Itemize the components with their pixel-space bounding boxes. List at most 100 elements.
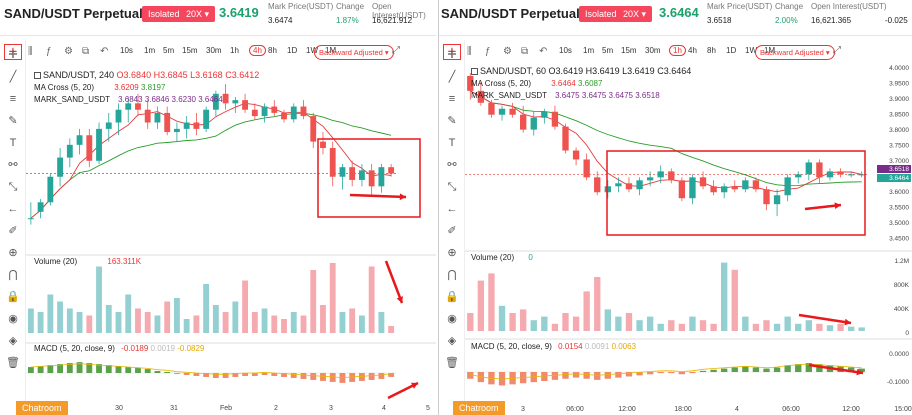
undo-icon[interactable]: ↶ <box>100 46 109 57</box>
candle-body <box>498 108 506 115</box>
expand-icon[interactable]: ⤢ <box>833 45 841 56</box>
right-snapshot-icon[interactable]: ⧉ <box>521 46 529 57</box>
left-tf-5m[interactable]: 5m <box>163 46 175 55</box>
trendline-icon[interactable]: ╱ <box>448 71 456 83</box>
lock-icon[interactable]: 🔒 <box>445 291 459 303</box>
right-volume-legend: Volume (20) 0 <box>471 253 533 262</box>
layers-icon[interactable]: ◈ <box>447 335 457 347</box>
right-tf-1m[interactable]: 1m <box>583 46 595 55</box>
left-tf-1D[interactable]: 1D <box>287 46 298 55</box>
candle-body <box>826 171 834 178</box>
right-indicator-icon[interactable]: ƒ <box>485 46 491 57</box>
left-chart-canvas[interactable]: 293031Feb2345 <box>26 63 436 415</box>
crosshair-icon[interactable]: ✛ <box>443 44 461 60</box>
left-chatroom-button[interactable]: Chatroom <box>16 401 68 415</box>
undo-icon[interactable]: ↶ <box>539 46 548 57</box>
left-margin-mode[interactable]: Isolated <box>142 6 186 22</box>
left-indicator-icon[interactable]: ƒ <box>46 46 52 57</box>
volume-bar <box>242 280 248 333</box>
left-tf-10s[interactable]: 10s <box>120 46 133 55</box>
right-backward-adjusted-button[interactable]: Backward Adjusted ▾ <box>755 45 835 60</box>
candle-body <box>678 180 686 199</box>
right-tf-30m[interactable]: 30m <box>645 46 661 55</box>
brush-icon[interactable]: ✎ <box>8 115 18 127</box>
magnet-icon[interactable]: ⋂ <box>8 269 18 281</box>
magnet-icon[interactable]: ⋂ <box>447 269 457 281</box>
right-chatroom-button[interactable]: Chatroom <box>453 401 505 415</box>
volume-bar <box>657 323 664 331</box>
arrow-left-icon[interactable]: ← <box>446 203 458 215</box>
trash-icon[interactable]: 🗑 <box>445 357 459 369</box>
right-chart-canvas[interactable]: 3 06:00 12:00 18:00 4 06:00 12:00 15:00 4.0000 3.… <box>465 63 912 415</box>
right-legend-checkbox[interactable] <box>471 68 478 76</box>
left-legend-checkbox[interactable] <box>34 72 41 80</box>
eye-icon[interactable]: ◉ <box>447 313 457 325</box>
left-bar-style-icon[interactable]: ⫼ <box>28 46 33 57</box>
right-tf-5m[interactable]: 5m <box>602 46 614 55</box>
left-tf-8h[interactable]: 8h <box>268 46 277 55</box>
macd-signal-line <box>30 363 392 379</box>
right-tf-1W[interactable]: 1W <box>745 46 757 55</box>
volume-bar <box>752 323 760 331</box>
volume-bar <box>125 294 132 333</box>
expand-icon[interactable]: ⤢ <box>392 45 400 56</box>
crosshair-icon[interactable]: ✛ <box>447 49 457 61</box>
left-backward-adjusted-button[interactable]: Backward Adjusted ▾ <box>314 45 394 60</box>
trendline-icon[interactable]: ╱ <box>9 71 17 83</box>
right-tf-1M[interactable]: 1M <box>764 46 776 55</box>
right-bar-style-icon[interactable]: ⫼ <box>467 46 472 57</box>
crosshair-icon[interactable]: ✛ <box>4 44 22 60</box>
left-tf-1M[interactable]: 1M <box>325 46 337 55</box>
volume-bar <box>164 301 171 333</box>
crosshair-icon[interactable]: ✛ <box>8 49 18 61</box>
fib-icon[interactable]: ≡ <box>448 93 456 105</box>
pattern-icon[interactable]: ⚯ <box>8 159 18 171</box>
left-tf-1h[interactable]: 1h <box>230 46 239 55</box>
right-tf-1D[interactable]: 1D <box>726 46 737 55</box>
macd-histogram-bar <box>572 372 580 378</box>
macd-histogram-bar <box>678 372 686 375</box>
macd-histogram-bar <box>378 373 385 379</box>
ruler-icon[interactable]: ✐ <box>447 225 457 237</box>
left-tf-15m[interactable]: 15m <box>182 46 198 55</box>
lock-icon[interactable]: 🔒 <box>6 291 20 303</box>
right-tf-15m[interactable]: 15m <box>621 46 637 55</box>
left-tf-1m[interactable]: 1m <box>144 46 156 55</box>
arrow-left-icon[interactable]: ← <box>7 203 19 215</box>
left-leverage[interactable]: 20X ▾ <box>180 6 216 22</box>
eye-icon[interactable]: ◉ <box>8 313 18 325</box>
left-tf-1W[interactable]: 1W <box>306 46 318 55</box>
right-leverage[interactable]: 20X ▾ <box>617 6 653 22</box>
zoom-icon[interactable]: ⊕ <box>447 247 457 259</box>
candle-body <box>378 167 385 187</box>
right-tf-4h[interactable]: 4h <box>688 46 697 55</box>
text-icon[interactable]: T <box>448 137 456 149</box>
right-tf-1h[interactable]: 1h <box>669 45 686 56</box>
zoom-icon[interactable]: ⊕ <box>8 247 18 259</box>
candle-body <box>144 109 151 123</box>
volume-bar <box>251 312 258 333</box>
gear-icon[interactable]: ⚙ <box>64 46 73 57</box>
gear-icon[interactable]: ⚙ <box>503 46 512 57</box>
layers-icon[interactable]: ◈ <box>8 335 18 347</box>
brush-icon[interactable]: ✎ <box>447 115 457 127</box>
measure-icon[interactable]: ⤡ <box>8 181 18 193</box>
right-tf-8h[interactable]: 8h <box>707 46 716 55</box>
left-snapshot-icon[interactable]: ⧉ <box>82 46 90 57</box>
measure-icon[interactable]: ⤡ <box>447 181 457 193</box>
pattern-icon[interactable]: ⚯ <box>447 159 457 171</box>
right-tf-10s[interactable]: 10s <box>559 46 572 55</box>
right-margin-mode[interactable]: Isolated <box>579 6 623 22</box>
text-icon[interactable]: T <box>9 137 17 149</box>
left-chart-panel: SAND/USDT Perpetual⌄ Isolated 20X ▾ 3.64… <box>0 0 436 415</box>
left-tf-4h[interactable]: 4h <box>249 45 266 56</box>
left-tf-30m[interactable]: 30m <box>206 46 222 55</box>
fib-icon[interactable]: ≡ <box>9 93 17 105</box>
left-symbol-selector[interactable]: SAND/USDT Perpetual⌄ <box>4 6 155 21</box>
volume-bar <box>66 308 73 333</box>
trash-icon[interactable]: 🗑 <box>6 357 20 369</box>
candle-body <box>689 177 696 199</box>
ruler-icon[interactable]: ✐ <box>8 225 18 237</box>
right-symbol-selector[interactable]: SAND/USDT Perpetual⌄ <box>441 6 592 21</box>
candle-body <box>154 112 161 123</box>
